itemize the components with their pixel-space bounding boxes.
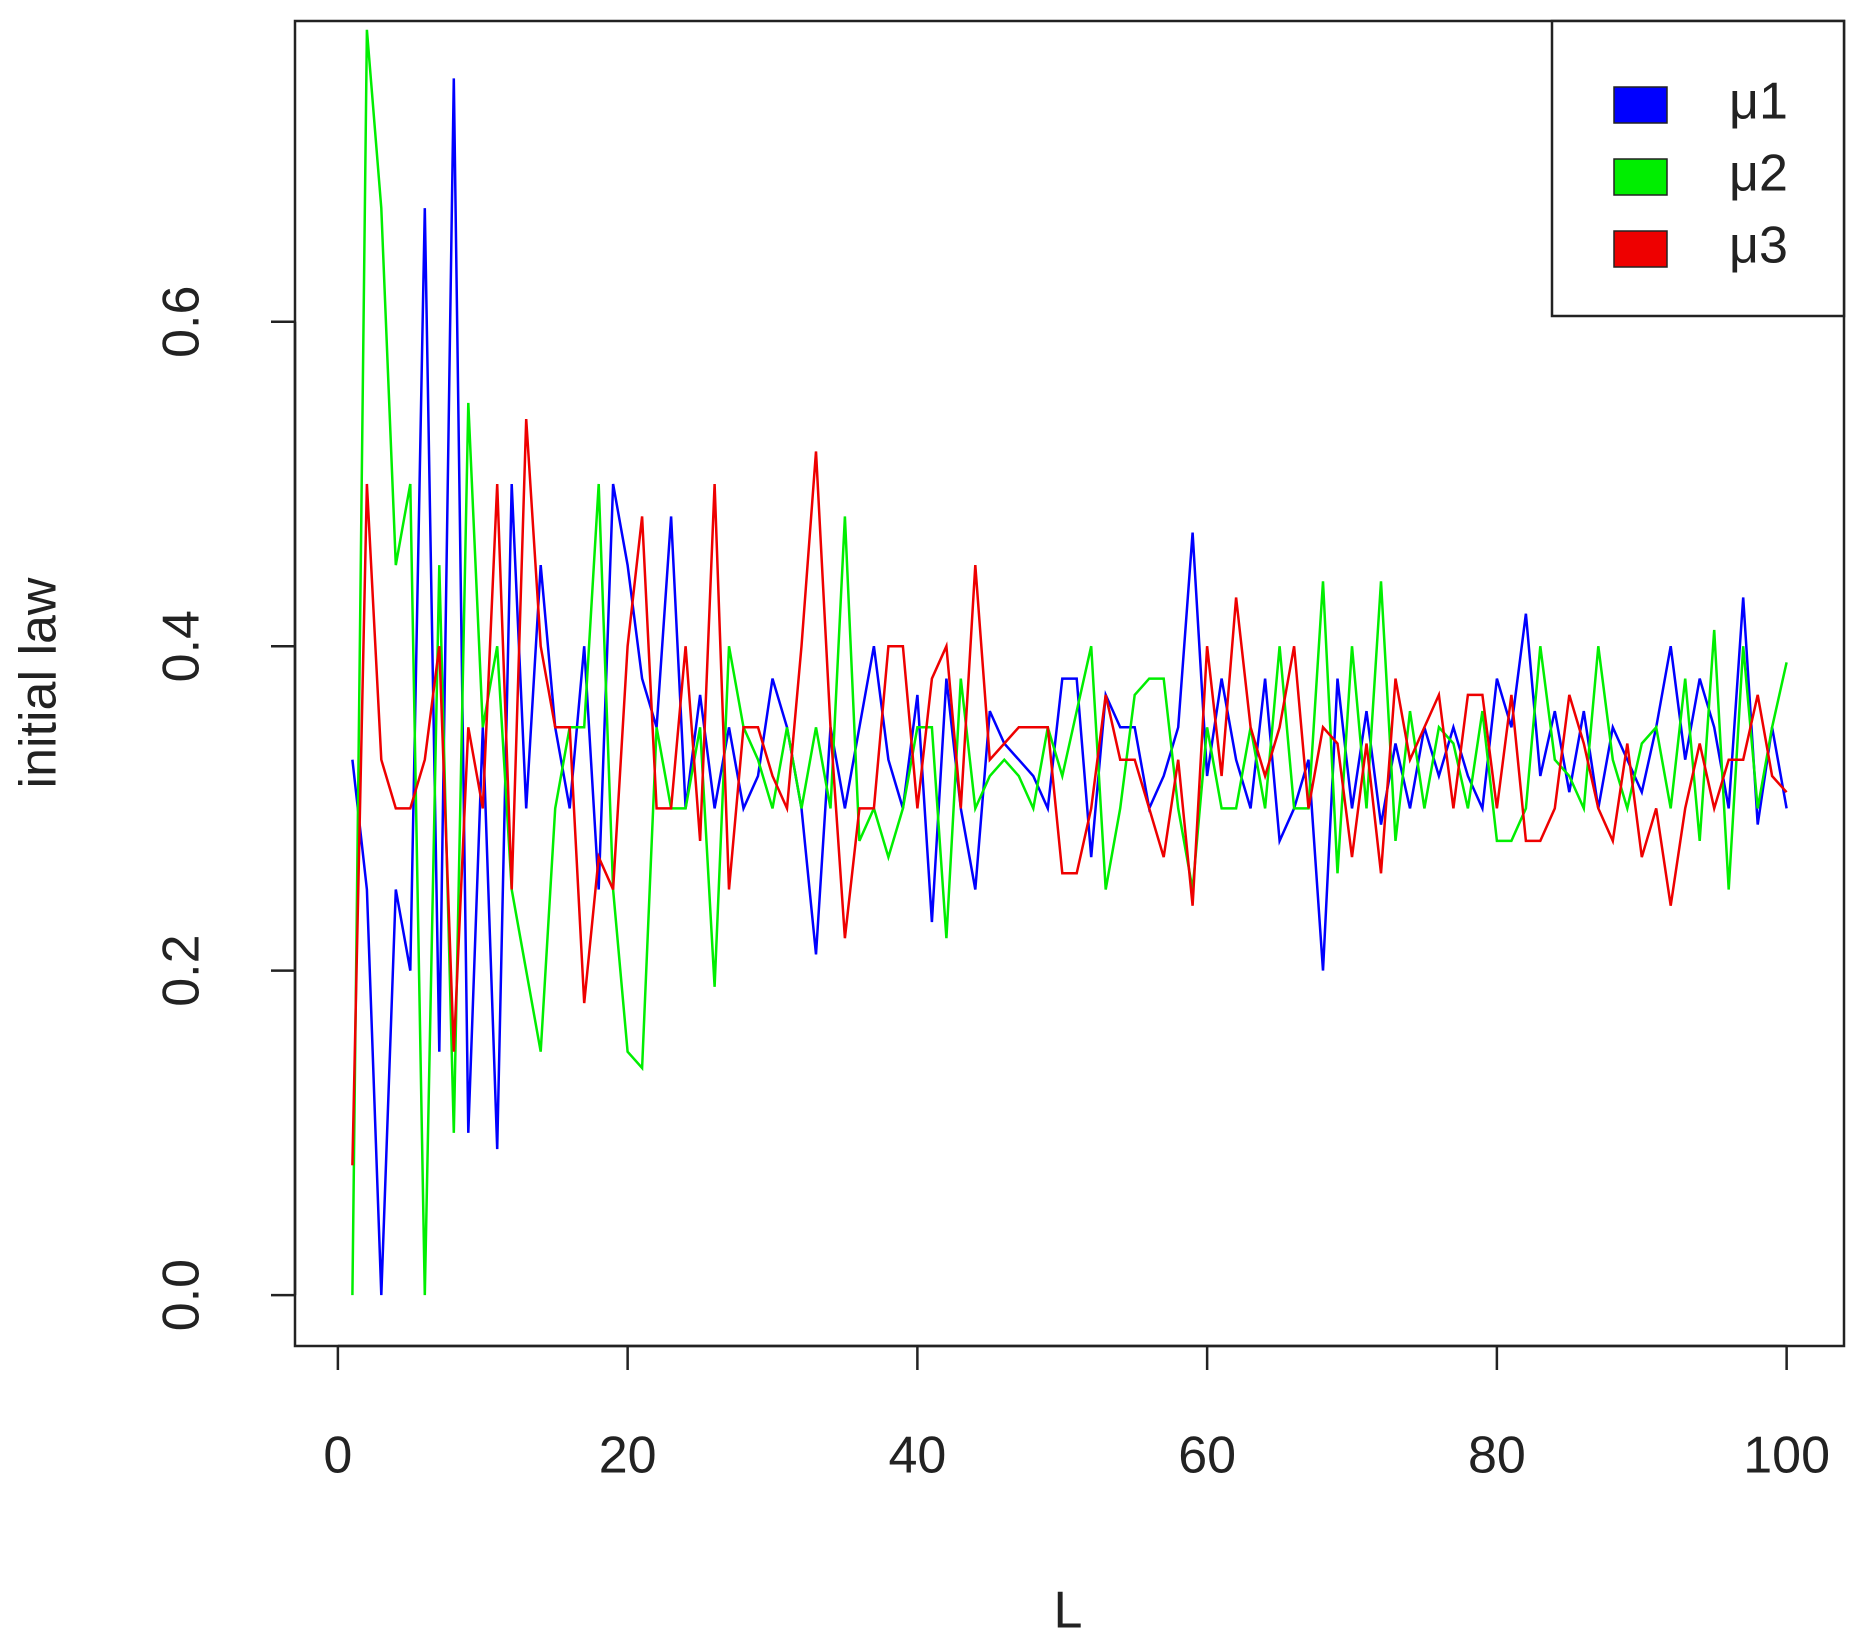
y-axis-label: initial law — [10, 577, 68, 788]
x-tick-label: 60 — [1178, 1427, 1236, 1485]
legend-swatch — [1613, 86, 1668, 124]
legend-swatch — [1613, 230, 1668, 268]
legend-box — [1550, 19, 1846, 318]
legend-label: μ3 — [1729, 217, 1788, 275]
data-line — [351, 419, 1788, 1166]
x-tick-label: 0 — [323, 1427, 352, 1485]
data-line — [351, 29, 1788, 1296]
y-tick-label: 0.0 — [153, 1259, 211, 1331]
x-axis-label: L — [1054, 1582, 1083, 1640]
legend-label: μ1 — [1729, 73, 1788, 131]
x-tick-label: 100 — [1743, 1427, 1830, 1485]
y-tick-label: 0.2 — [153, 934, 211, 1006]
x-tick-label: 40 — [888, 1427, 946, 1485]
data-line — [351, 78, 1788, 1296]
y-tick-label: 0.6 — [153, 286, 211, 358]
y-tick-label: 0.4 — [153, 610, 211, 682]
x-tick-label: 20 — [599, 1427, 657, 1485]
legend-swatch — [1613, 158, 1668, 196]
legend-label: μ2 — [1729, 145, 1788, 203]
x-tick-label: 80 — [1468, 1427, 1526, 1485]
